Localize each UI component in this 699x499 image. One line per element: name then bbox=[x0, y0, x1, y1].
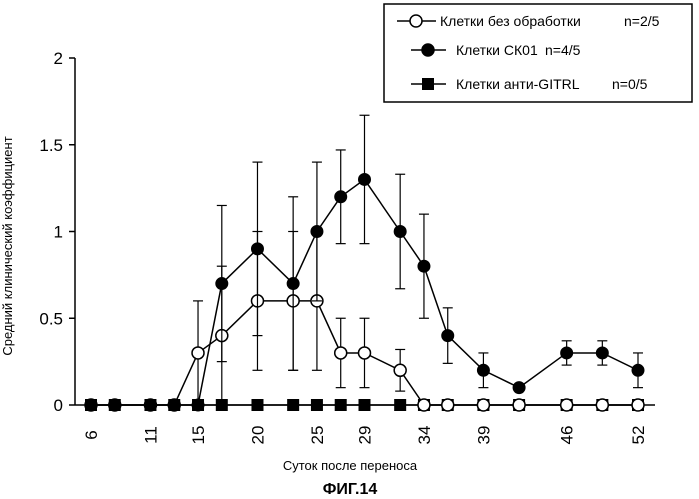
data-point bbox=[311, 399, 323, 411]
data-point bbox=[513, 382, 525, 394]
data-point bbox=[287, 399, 299, 411]
legend: Клетки без обработки n=2/5 Клетки СК01 n… bbox=[384, 4, 692, 102]
data-point bbox=[144, 399, 156, 411]
y-tick-label: 1 bbox=[54, 223, 63, 242]
y-tick-label: 0 bbox=[54, 396, 63, 415]
x-tick-label: 6 bbox=[82, 430, 101, 439]
data-point bbox=[335, 347, 347, 359]
figure-caption: ФИГ.14 bbox=[323, 481, 378, 498]
legend-marker-ck01 bbox=[422, 44, 434, 56]
legend-label-untreated: Клетки без обработки bbox=[440, 13, 581, 29]
y-tick-label: 0.5 bbox=[39, 309, 63, 328]
data-point bbox=[394, 399, 406, 411]
data-point bbox=[418, 260, 430, 272]
x-tick-label: 34 bbox=[415, 426, 434, 445]
x-tick-label: 52 bbox=[629, 426, 648, 445]
x-tick-label: 20 bbox=[248, 426, 267, 445]
data-point bbox=[251, 243, 263, 255]
x-tick-label: 25 bbox=[308, 426, 327, 445]
data-point bbox=[216, 278, 228, 290]
data-point bbox=[596, 399, 608, 411]
data-point bbox=[359, 173, 371, 185]
x-tick-label: 11 bbox=[141, 426, 160, 444]
data-point bbox=[632, 399, 644, 411]
data-point bbox=[513, 399, 525, 411]
legend-n-ck01: n=4/5 bbox=[545, 42, 581, 58]
data-point bbox=[477, 364, 489, 376]
series-untreated bbox=[85, 232, 644, 412]
legend-label-ck01: Клетки СК01 bbox=[456, 42, 538, 58]
data-point bbox=[335, 191, 347, 203]
data-point bbox=[109, 399, 121, 411]
y-tick-label: 2 bbox=[54, 49, 63, 68]
data-point bbox=[632, 364, 644, 376]
data-point bbox=[394, 226, 406, 238]
y-axis-ticks: 0 0.5 1 1.5 2 bbox=[39, 49, 75, 415]
legend-n-untreated: n=2/5 bbox=[624, 13, 660, 29]
x-tick-label: 46 bbox=[558, 426, 577, 445]
data-point bbox=[251, 399, 263, 411]
legend-n-anti-gitrl: n=0/5 bbox=[612, 76, 648, 92]
data-point bbox=[192, 399, 204, 411]
data-point bbox=[561, 399, 573, 411]
y-tick-label: 1.5 bbox=[39, 136, 63, 155]
x-tick-label: 29 bbox=[356, 426, 375, 445]
data-point bbox=[359, 399, 371, 411]
data-point bbox=[287, 278, 299, 290]
data-point bbox=[596, 347, 608, 359]
series-layer bbox=[85, 115, 644, 411]
legend-marker-anti-gitrl bbox=[422, 78, 434, 90]
legend-label-anti-gitrl: Клетки анти-GITRL bbox=[456, 76, 580, 92]
data-point bbox=[192, 347, 204, 359]
x-axis-title: Суток после переноса bbox=[283, 458, 418, 473]
data-point bbox=[477, 399, 489, 411]
data-point bbox=[561, 347, 573, 359]
data-point bbox=[168, 399, 180, 411]
data-point bbox=[418, 399, 430, 411]
y-axis-title: Средний клинический коэффициент bbox=[0, 136, 15, 355]
data-point bbox=[442, 330, 454, 342]
data-point bbox=[85, 399, 97, 411]
x-tick-label: 39 bbox=[474, 426, 493, 445]
data-point bbox=[311, 226, 323, 238]
data-point bbox=[359, 347, 371, 359]
x-tick-label: 15 bbox=[189, 426, 208, 445]
data-point bbox=[394, 364, 406, 376]
data-point bbox=[335, 399, 347, 411]
legend-marker-untreated bbox=[410, 15, 422, 27]
data-point bbox=[442, 399, 454, 411]
